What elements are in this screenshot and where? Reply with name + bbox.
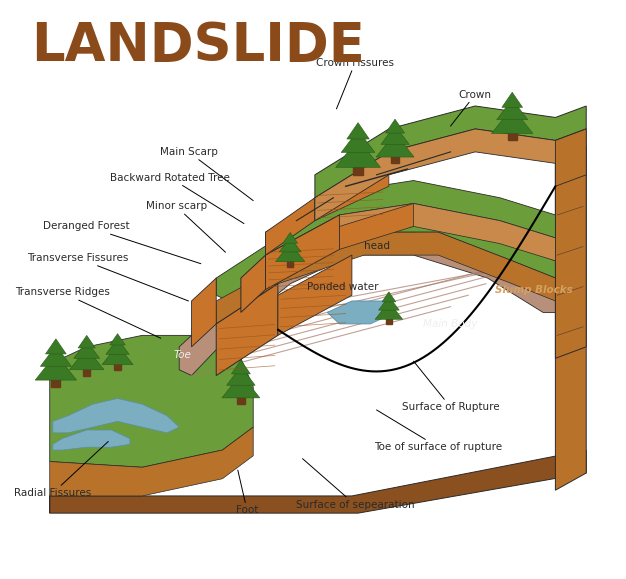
- Polygon shape: [222, 374, 260, 398]
- Polygon shape: [375, 302, 403, 320]
- Text: Toe of surface of rupture: Toe of surface of rupture: [374, 410, 502, 452]
- Polygon shape: [227, 367, 255, 385]
- Polygon shape: [216, 232, 555, 324]
- Text: Transverse Ridges: Transverse Ridges: [14, 287, 161, 338]
- Polygon shape: [555, 146, 586, 490]
- Polygon shape: [35, 354, 76, 380]
- Polygon shape: [69, 348, 104, 370]
- Text: Radial Fissures: Radial Fissures: [14, 441, 108, 498]
- Polygon shape: [382, 292, 396, 302]
- Polygon shape: [555, 152, 586, 358]
- Polygon shape: [110, 334, 125, 345]
- Polygon shape: [279, 237, 301, 252]
- Text: Transverse Fissures: Transverse Fissures: [27, 253, 188, 301]
- Polygon shape: [386, 119, 404, 133]
- Polygon shape: [265, 203, 555, 278]
- Polygon shape: [265, 181, 555, 255]
- Polygon shape: [78, 335, 95, 348]
- Polygon shape: [283, 232, 297, 243]
- Text: Toe: Toe: [173, 350, 191, 361]
- Polygon shape: [237, 390, 245, 404]
- Polygon shape: [275, 243, 305, 262]
- Text: Backward Rotated Tree: Backward Rotated Tree: [110, 173, 244, 223]
- Polygon shape: [391, 149, 399, 163]
- Polygon shape: [179, 232, 555, 376]
- Text: Deranged Forest: Deranged Forest: [43, 221, 201, 263]
- Polygon shape: [381, 126, 409, 144]
- Polygon shape: [106, 339, 129, 354]
- Polygon shape: [336, 139, 381, 167]
- Polygon shape: [40, 346, 71, 367]
- Text: Slump Blocks: Slump Blocks: [495, 284, 573, 295]
- Polygon shape: [315, 152, 389, 221]
- Text: Main Body: Main Body: [423, 319, 478, 329]
- Polygon shape: [102, 345, 133, 365]
- Polygon shape: [241, 255, 265, 313]
- Text: LANDSLIDE: LANDSLIDE: [31, 20, 365, 72]
- Polygon shape: [49, 427, 254, 513]
- Polygon shape: [232, 360, 250, 374]
- Polygon shape: [347, 123, 369, 139]
- Polygon shape: [496, 99, 528, 120]
- Text: Surface of Rupture: Surface of Rupture: [402, 361, 500, 412]
- Polygon shape: [353, 159, 363, 175]
- Polygon shape: [192, 278, 216, 347]
- Polygon shape: [74, 341, 100, 358]
- Polygon shape: [502, 92, 523, 107]
- Polygon shape: [555, 129, 586, 186]
- Text: Surface of sepearation: Surface of sepearation: [295, 459, 414, 510]
- Polygon shape: [315, 106, 586, 198]
- Polygon shape: [51, 372, 60, 387]
- Text: Foot: Foot: [236, 470, 259, 515]
- Polygon shape: [278, 255, 352, 335]
- Polygon shape: [508, 125, 516, 140]
- Polygon shape: [379, 296, 399, 310]
- Text: Crown Fissures: Crown Fissures: [316, 58, 394, 109]
- Polygon shape: [339, 203, 414, 250]
- Polygon shape: [49, 450, 586, 513]
- Text: Minor scarp: Minor scarp: [146, 201, 225, 252]
- Polygon shape: [216, 209, 555, 301]
- Text: Main Scarp: Main Scarp: [160, 147, 254, 200]
- Polygon shape: [491, 107, 533, 134]
- Polygon shape: [46, 339, 66, 354]
- Polygon shape: [265, 215, 339, 290]
- Polygon shape: [114, 358, 121, 370]
- Polygon shape: [386, 314, 392, 324]
- Text: Crown: Crown: [451, 90, 491, 126]
- Polygon shape: [49, 335, 254, 467]
- Polygon shape: [341, 130, 375, 152]
- Polygon shape: [327, 301, 395, 324]
- Polygon shape: [376, 133, 414, 157]
- Polygon shape: [287, 256, 294, 266]
- Polygon shape: [315, 129, 586, 221]
- Polygon shape: [53, 430, 130, 450]
- Polygon shape: [216, 284, 278, 376]
- Polygon shape: [265, 198, 315, 255]
- Polygon shape: [83, 363, 90, 376]
- Polygon shape: [53, 398, 179, 433]
- Text: Ponded water: Ponded water: [307, 281, 378, 292]
- Text: head: head: [364, 241, 389, 251]
